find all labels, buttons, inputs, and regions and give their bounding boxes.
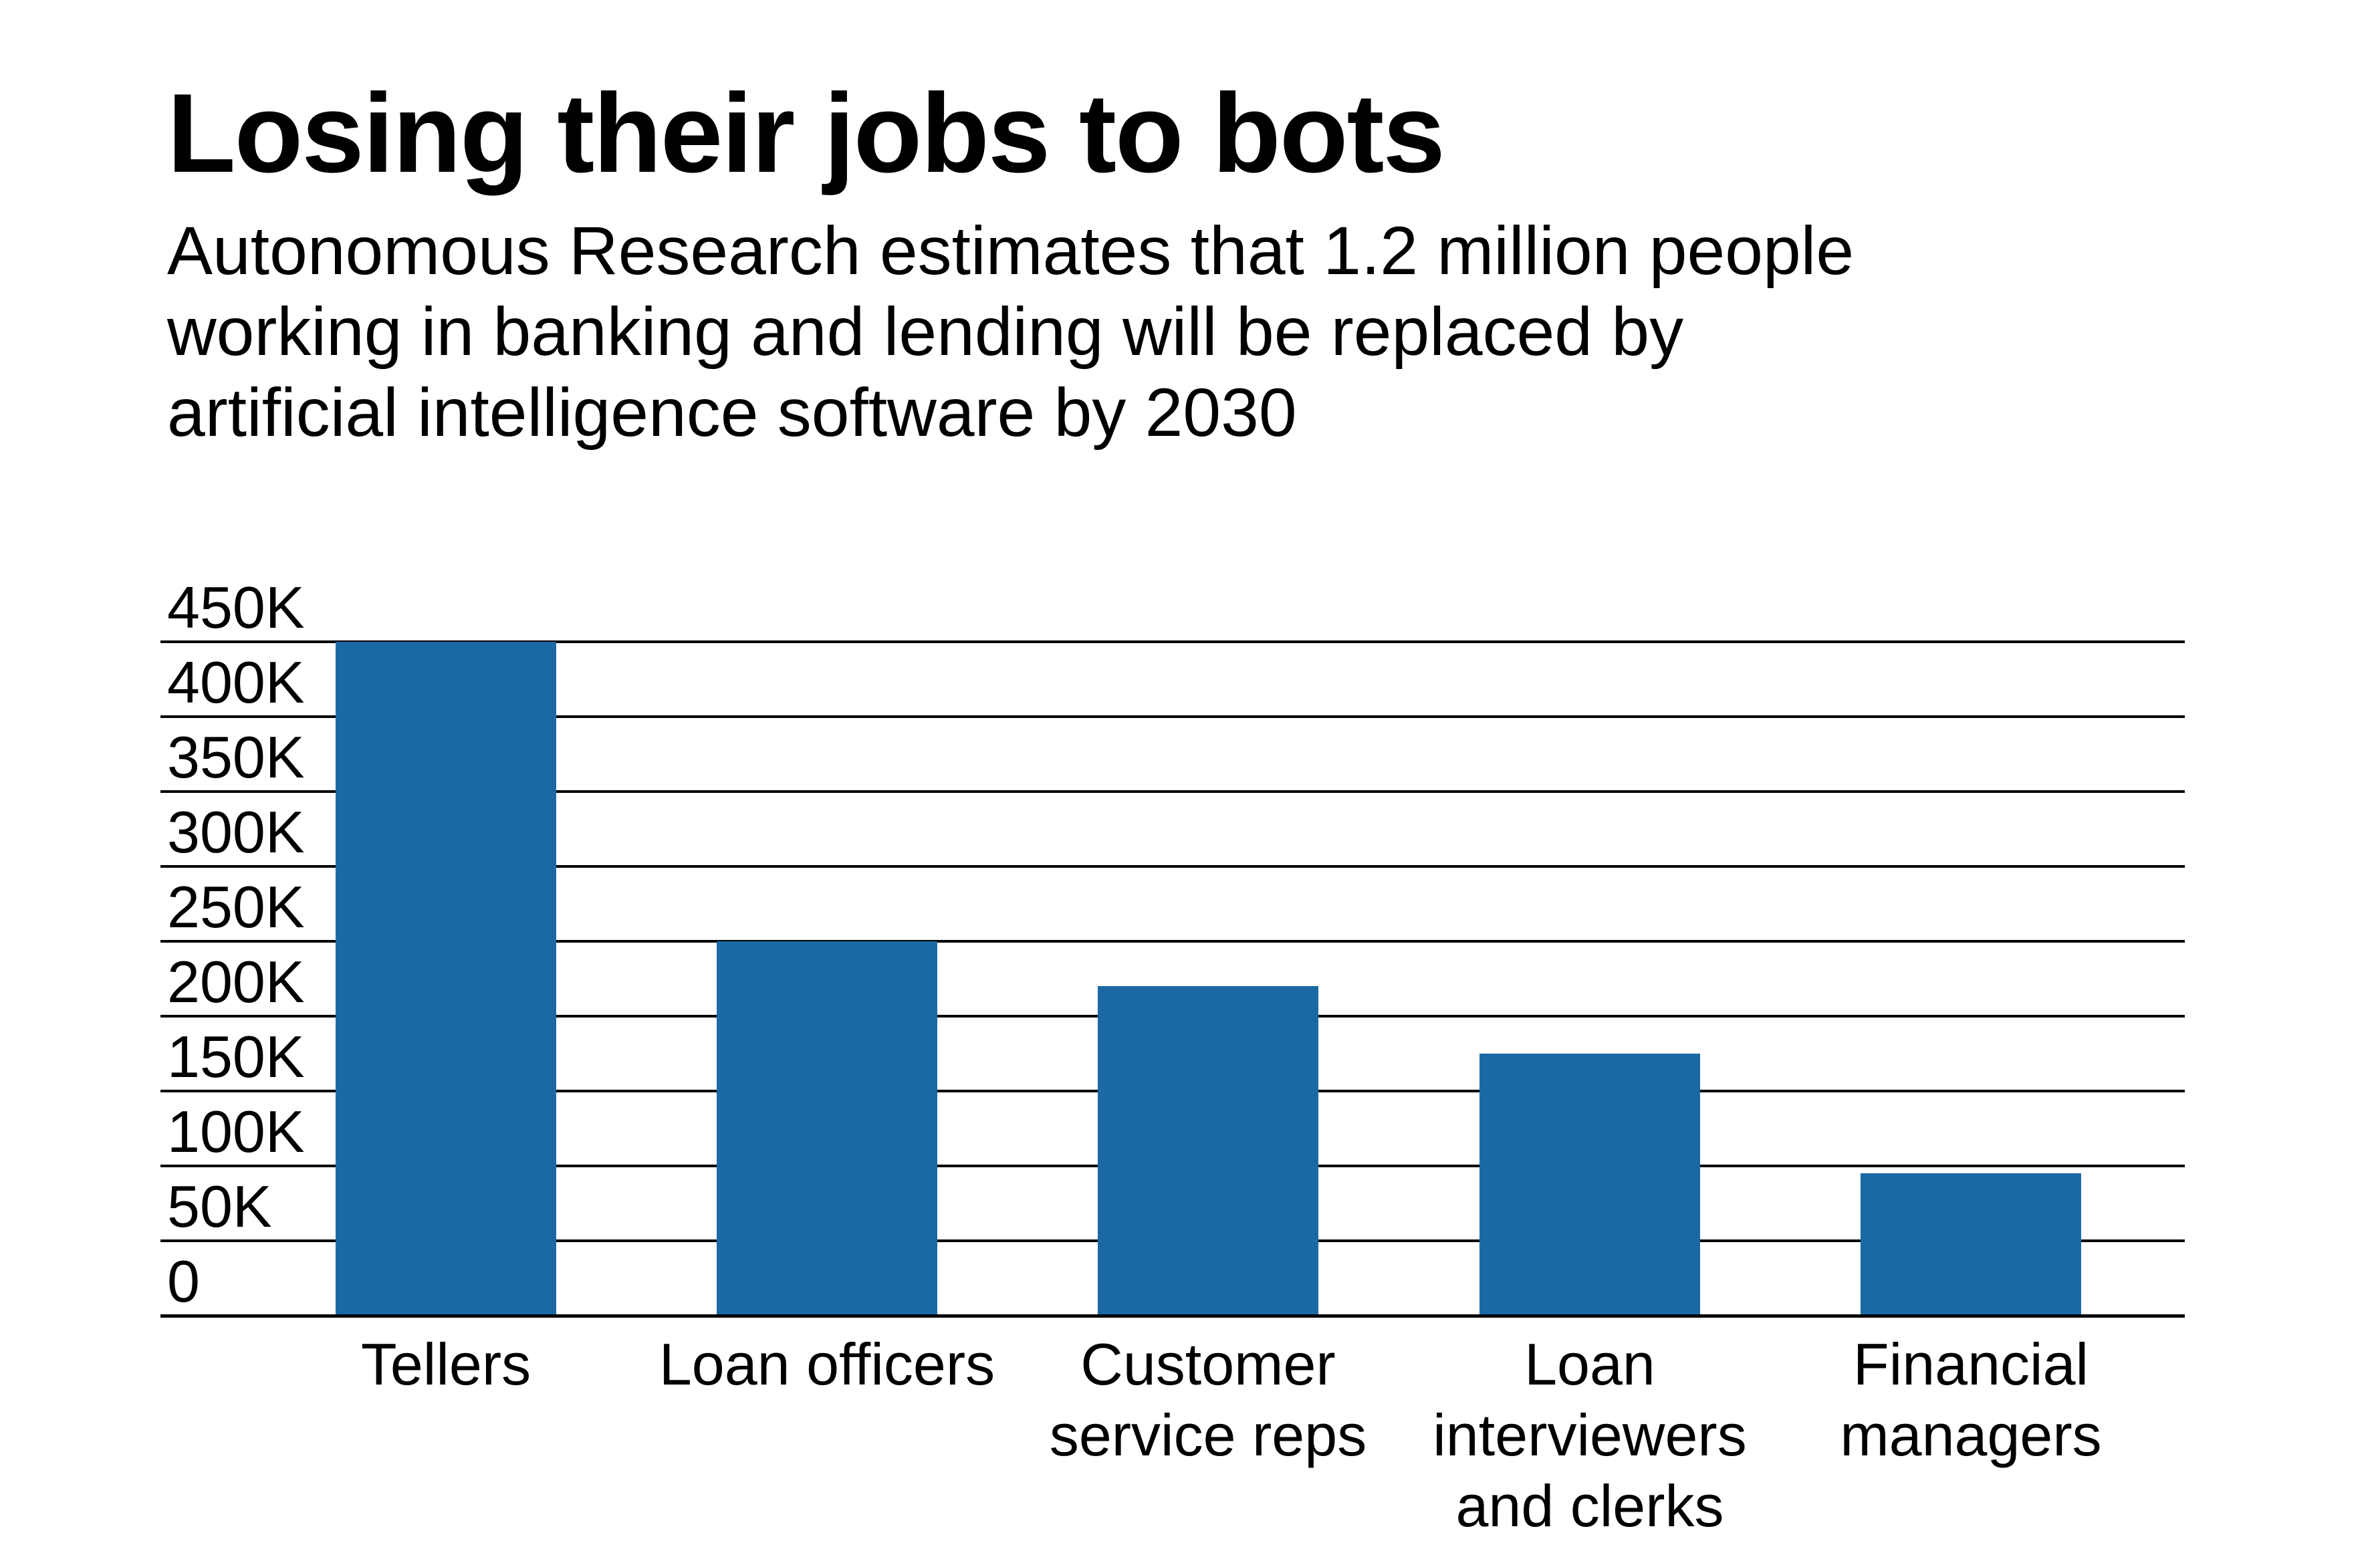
x-axis-line bbox=[160, 1314, 2185, 1318]
y-axis-tick-label-450k: 450K bbox=[167, 574, 305, 640]
bar-loan-officers bbox=[717, 941, 937, 1316]
y-axis-tick-label-0: 0 bbox=[167, 1248, 200, 1314]
x-axis-label-line: Loan bbox=[1524, 1331, 1655, 1397]
x-axis-label-financial-managers: Financial managers bbox=[1737, 1329, 2205, 1471]
chart-subtitle-line-3: artificial intelligence software by 2030 bbox=[167, 374, 1297, 451]
chart-subtitle-line-2: working in banking and lending will be r… bbox=[167, 293, 1684, 370]
x-axis-label-line: managers bbox=[1840, 1402, 2102, 1468]
chart-subtitle: Autonomous Research estimates that 1.2 m… bbox=[167, 211, 1854, 453]
x-axis-label-loan-interviewers-and-clerks: Loan interviewers and clerks bbox=[1356, 1329, 1824, 1542]
y-axis-tick-label-300k: 300K bbox=[167, 799, 305, 865]
gridline-250k bbox=[160, 940, 2185, 943]
y-axis-tick-label-100k: 100K bbox=[167, 1098, 305, 1165]
y-axis-tick-label-150k: 150K bbox=[167, 1024, 305, 1090]
bar-financial-managers bbox=[1861, 1173, 2081, 1316]
bar-tellers bbox=[336, 642, 556, 1316]
gridline-350k bbox=[160, 790, 2185, 793]
chart-subtitle-line-1: Autonomous Research estimates that 1.2 m… bbox=[167, 213, 1855, 289]
x-axis-label-line: interviewers bbox=[1433, 1402, 1747, 1468]
x-axis-label-line: and clerks bbox=[1455, 1473, 1724, 1539]
x-axis-label-line: service reps bbox=[1049, 1402, 1367, 1468]
gridline-400k bbox=[160, 715, 2185, 718]
x-axis-label-loan-officers: Loan officers bbox=[593, 1329, 1061, 1400]
x-axis-label-line: Customer bbox=[1080, 1331, 1336, 1397]
chart-title: Losing their jobs to bots bbox=[167, 70, 1445, 196]
y-axis-tick-label-50k: 50K bbox=[167, 1173, 272, 1239]
gridline-450k bbox=[160, 640, 2185, 643]
gridline-300k bbox=[160, 865, 2185, 868]
y-axis-tick-label-200k: 200K bbox=[167, 949, 305, 1015]
y-axis-tick-label-400k: 400K bbox=[167, 649, 305, 715]
x-axis-label-line: Tellers bbox=[360, 1331, 531, 1397]
x-axis-label-customer-service-reps: Customer service reps bbox=[974, 1329, 1442, 1471]
x-axis-label-line: Loan officers bbox=[659, 1331, 995, 1397]
x-axis-label-line: Financial bbox=[1853, 1331, 2089, 1397]
bar-loan-interviewers-and-clerks bbox=[1479, 1054, 1700, 1316]
y-axis-tick-label-250k: 250K bbox=[167, 874, 305, 940]
x-axis-label-tellers: Tellers bbox=[212, 1329, 680, 1400]
y-axis-tick-label-350k: 350K bbox=[167, 724, 305, 790]
bar-customer-service-reps bbox=[1098, 986, 1318, 1316]
